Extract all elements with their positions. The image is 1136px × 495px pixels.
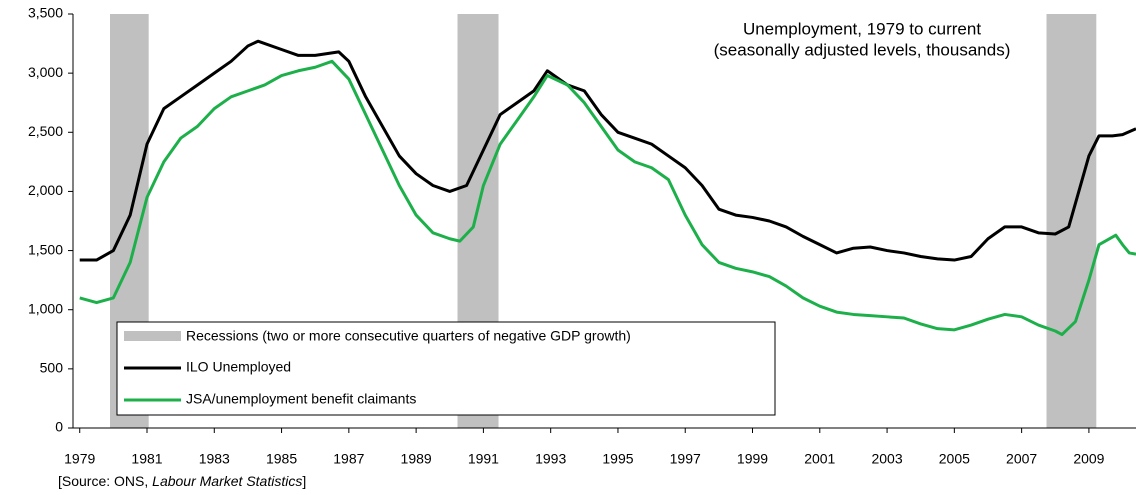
- legend-label: Recessions (two or more consecutive quar…: [186, 328, 631, 344]
- legend: Recessions (two or more consecutive quar…: [116, 321, 776, 416]
- legend-swatch: [124, 331, 181, 341]
- legend-label: JSA/unemployment benefit claimants: [186, 391, 416, 407]
- x-tick-label: 2001: [804, 451, 835, 467]
- x-tick-label: 2009: [1073, 451, 1104, 467]
- x-tick-label: 1995: [602, 451, 633, 467]
- source-text: ]: [302, 473, 306, 489]
- x-tick-label: 1985: [266, 451, 297, 467]
- series-line: [79, 59, 1136, 337]
- y-tick-label: 1,500: [28, 241, 63, 257]
- y-tick-label: 3,000: [28, 64, 63, 80]
- x-tick-label: 2005: [939, 451, 970, 467]
- series-line: [79, 39, 1136, 262]
- x-tick-label: 1999: [737, 451, 768, 467]
- x-tick-label: 1979: [64, 451, 95, 467]
- x-tick-label: 1991: [468, 451, 499, 467]
- x-tick-label: 1989: [401, 451, 432, 467]
- y-tick-label: 0: [55, 419, 63, 435]
- chart-subtitle: (seasonally adjusted levels, thousands): [714, 40, 1011, 59]
- y-tick-label: 3,500: [28, 5, 63, 21]
- legend-box: [116, 321, 776, 416]
- y-tick-label: 500: [40, 360, 64, 376]
- x-tick-label: 1993: [535, 451, 566, 467]
- y-tick-label: 2,500: [28, 123, 63, 139]
- y-tick-label: 2,000: [28, 182, 63, 198]
- legend-label: ILO Unemployed: [186, 359, 291, 375]
- source: [Source: ONS, Labour Market Statistics]: [58, 473, 306, 489]
- x-tick-label: 1987: [333, 451, 364, 467]
- x-tick-label: 1983: [199, 451, 230, 467]
- chart-title: Unemployment, 1979 to current: [743, 19, 981, 38]
- x-tick-label: 1997: [670, 451, 701, 467]
- x-tick-label: 1981: [131, 451, 162, 467]
- x-tick-label: 2007: [1006, 451, 1037, 467]
- source-text: Labour Market Statistics: [152, 473, 302, 489]
- y-tick-label: 1,000: [28, 300, 63, 316]
- x-tick-label: 2003: [871, 451, 902, 467]
- source-text: [Source: ONS,: [58, 473, 152, 489]
